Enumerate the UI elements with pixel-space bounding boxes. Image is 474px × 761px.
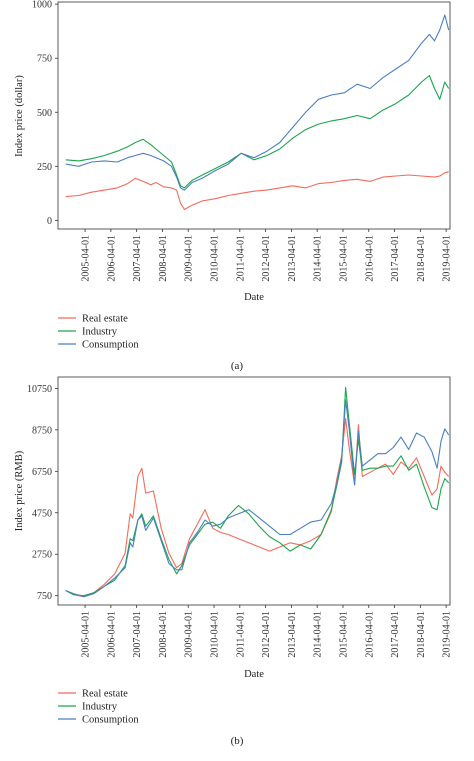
chart-a-y-tick-label: 250 <box>37 162 52 173</box>
chart-a-x-tick-label: 2014-04-01 <box>313 235 324 282</box>
chart-b-line-consumption <box>65 399 450 598</box>
chart-b-x-tick-label: 2005-04-01 <box>81 611 92 658</box>
chart-b-x-ticks: 2005-04-01 2006-04-01 2007-04-01 2008-04-01… <box>81 605 453 658</box>
chart-b-y-ticks: 750 2750 4750 6750 8750 10750 <box>27 384 58 602</box>
chart-a-x-tick-label: 2016-04-01 <box>364 235 375 282</box>
chart-b-y-tick-label: 4750 <box>32 508 52 519</box>
chart-b-x-tick-label: 2006-04-01 <box>106 611 117 658</box>
chart-a-y-tick-label: 750 <box>37 54 52 65</box>
chart-a-line-real-estate <box>65 171 449 211</box>
chart-b-x-tick-label: 2007-04-01 <box>132 611 143 658</box>
chart-a-x-axis-label: Date <box>244 292 264 303</box>
chart-b-legend: Real estate Industry Consumption <box>58 689 139 726</box>
chart-b-line-industry <box>65 386 450 597</box>
chart-a-x-tick-label: 2010-04-01 <box>210 235 221 282</box>
chart-a-x-tick-label: 2007-04-01 <box>132 235 143 282</box>
chart-a-x-tick-label: 2019-04-01 <box>442 235 453 282</box>
chart-a-x-tick-label: 2017-04-01 <box>390 235 401 282</box>
chart-b-y-tick-label: 750 <box>37 591 52 602</box>
chart-a-legend: Real estate Industry Consumption <box>58 314 139 351</box>
chart-b: 750 2750 4750 6750 8750 10750 2005-04-01 2006-… <box>14 376 453 747</box>
chart-b-legend-label-consumption: Consumption <box>82 715 139 726</box>
chart-a-x-ticks: 2005-04-01 2006-04-01 2007-04-01 2008-04-01… <box>81 229 453 282</box>
chart-b-line-real-estate <box>65 417 450 598</box>
chart-a-x-tick-label: 2015-04-01 <box>338 235 349 282</box>
chart-a-x-tick-label: 2012-04-01 <box>261 235 272 282</box>
chart-a-y-tick-label: 500 <box>37 108 52 119</box>
chart-a-x-tick-label: 2011-04-01 <box>235 235 246 281</box>
chart-b-x-axis-label: Date <box>244 669 264 680</box>
chart-b-y-tick-label: 2750 <box>32 550 52 561</box>
chart-b-plot-area <box>57 376 451 606</box>
chart-b-legend-label-real-estate: Real estate <box>82 689 128 700</box>
chart-a-legend-label-consumption: Consumption <box>82 340 139 351</box>
chart-a-y-tick-label: 0 <box>47 216 52 227</box>
chart-a: 0 250 500 750 1000 2005-04-01 2006-04-01 2007-… <box>14 0 453 372</box>
chart-a-x-tick-label: 2008-04-01 <box>158 235 169 282</box>
chart-b-x-tick-label: 2015-04-01 <box>338 611 349 658</box>
chart-a-legend-label-industry: Industry <box>82 327 118 338</box>
chart-b-x-tick-label: 2016-04-01 <box>364 611 375 658</box>
chart-b-series <box>65 386 450 598</box>
chart-a-caption: (a) <box>231 360 244 372</box>
chart-b-y-tick-label: 8750 <box>32 425 52 436</box>
chart-a-x-tick-label: 2013-04-01 <box>287 235 298 282</box>
chart-b-legend-label-industry: Industry <box>82 702 118 713</box>
chart-a-legend-label-real-estate: Real estate <box>82 314 128 325</box>
chart-a-x-tick-label: 2005-04-01 <box>81 235 92 282</box>
chart-b-x-tick-label: 2012-04-01 <box>261 611 272 658</box>
chart-b-x-tick-label: 2011-04-01 <box>235 611 246 657</box>
chart-b-x-tick-label: 2009-04-01 <box>184 611 195 658</box>
chart-b-x-tick-label: 2019-04-01 <box>442 611 453 658</box>
chart-b-x-tick-label: 2013-04-01 <box>287 611 298 658</box>
chart-a-line-industry <box>65 74 450 189</box>
chart-a-x-tick-label: 2006-04-01 <box>106 235 117 282</box>
chart-a-x-tick-label: 2009-04-01 <box>184 235 195 282</box>
chart-b-x-tick-label: 2017-04-01 <box>390 611 401 658</box>
chart-b-caption: (b) <box>231 735 244 747</box>
chart-b-x-tick-label: 2018-04-01 <box>416 611 427 658</box>
chart-a-y-axis-label: Index price (dollar) <box>14 75 25 157</box>
chart-b-x-tick-label: 2010-04-01 <box>210 611 221 658</box>
chart-a-y-ticks: 0 250 500 750 1000 <box>32 0 58 227</box>
chart-a-y-tick-label: 1000 <box>32 0 52 11</box>
chart-b-y-axis-label: Index price (RMB) <box>14 450 25 531</box>
chart-b-x-tick-label: 2014-04-01 <box>313 611 324 658</box>
chart-b-y-tick-label: 6750 <box>32 467 52 478</box>
chart-b-y-tick-label: 10750 <box>27 384 52 395</box>
chart-a-plot-area <box>57 1 451 230</box>
chart-a-line-consumption <box>65 14 450 191</box>
chart-a-series <box>65 14 450 211</box>
chart-a-x-tick-label: 2018-04-01 <box>416 235 427 282</box>
chart-b-x-tick-label: 2008-04-01 <box>158 611 169 658</box>
